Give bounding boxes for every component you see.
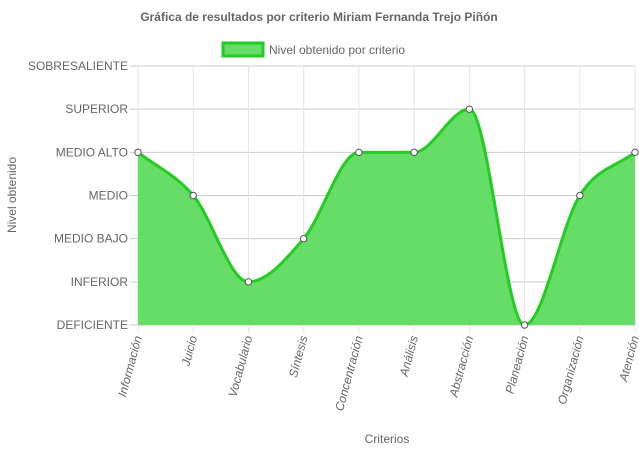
x-axis-label: Criterios xyxy=(365,432,410,446)
data-point[interactable] xyxy=(465,105,474,113)
y-tick-label: INFERIOR xyxy=(71,275,129,289)
data-point[interactable] xyxy=(631,148,639,157)
data-point[interactable] xyxy=(576,191,584,200)
y-tick-label: MEDIO BAJO xyxy=(54,232,128,246)
x-tick-label: Concentración xyxy=(332,334,366,413)
data-point[interactable] xyxy=(299,234,308,243)
y-tick-label: MEDIO ALTO xyxy=(56,145,128,159)
y-tick-label: MEDIO xyxy=(89,189,128,203)
legend[interactable]: Nivel obtenido por criterio xyxy=(221,41,405,58)
x-tick-label: Atención xyxy=(616,334,639,384)
legend-swatch xyxy=(221,41,265,58)
data-point[interactable] xyxy=(355,148,363,157)
y-tick-label: DEFICIENTE xyxy=(57,318,128,332)
data-point[interactable] xyxy=(134,148,142,157)
x-tick-label: Abstracción xyxy=(446,334,476,399)
y-axis-label: Nivel obtenido xyxy=(5,157,19,233)
x-tick-label: Análisis xyxy=(397,334,421,379)
x-tick-label: Información xyxy=(115,334,145,398)
series-area-fill xyxy=(138,109,635,325)
y-tick-label: SUPERIOR xyxy=(65,102,128,116)
legend-label: Nivel obtenido por criterio xyxy=(269,43,405,57)
series-area xyxy=(137,107,636,327)
data-point[interactable] xyxy=(410,148,418,157)
x-tick-label: Vocabulario xyxy=(226,334,256,399)
y-axis-ticks: DEFICIENTE INFERIOR MEDIO BAJO MEDIO MEDIO A… xyxy=(28,59,128,332)
y-tick-label: SOBRESALIENTE xyxy=(28,59,128,73)
x-tick-label: Organización xyxy=(555,334,587,406)
chart-title: Gráfica de resultados por criterio Miria… xyxy=(140,10,497,24)
data-points xyxy=(134,105,639,329)
x-tick-label: Juicio xyxy=(178,334,200,369)
data-point[interactable] xyxy=(520,321,529,329)
x-tick-label: Planeación xyxy=(503,334,532,395)
data-point[interactable] xyxy=(244,278,253,286)
x-axis-ticks: Información Juicio Vocabulario Síntesis Conc… xyxy=(115,334,639,413)
x-tick-label: Síntesis xyxy=(286,334,311,379)
data-point[interactable] xyxy=(189,191,197,200)
